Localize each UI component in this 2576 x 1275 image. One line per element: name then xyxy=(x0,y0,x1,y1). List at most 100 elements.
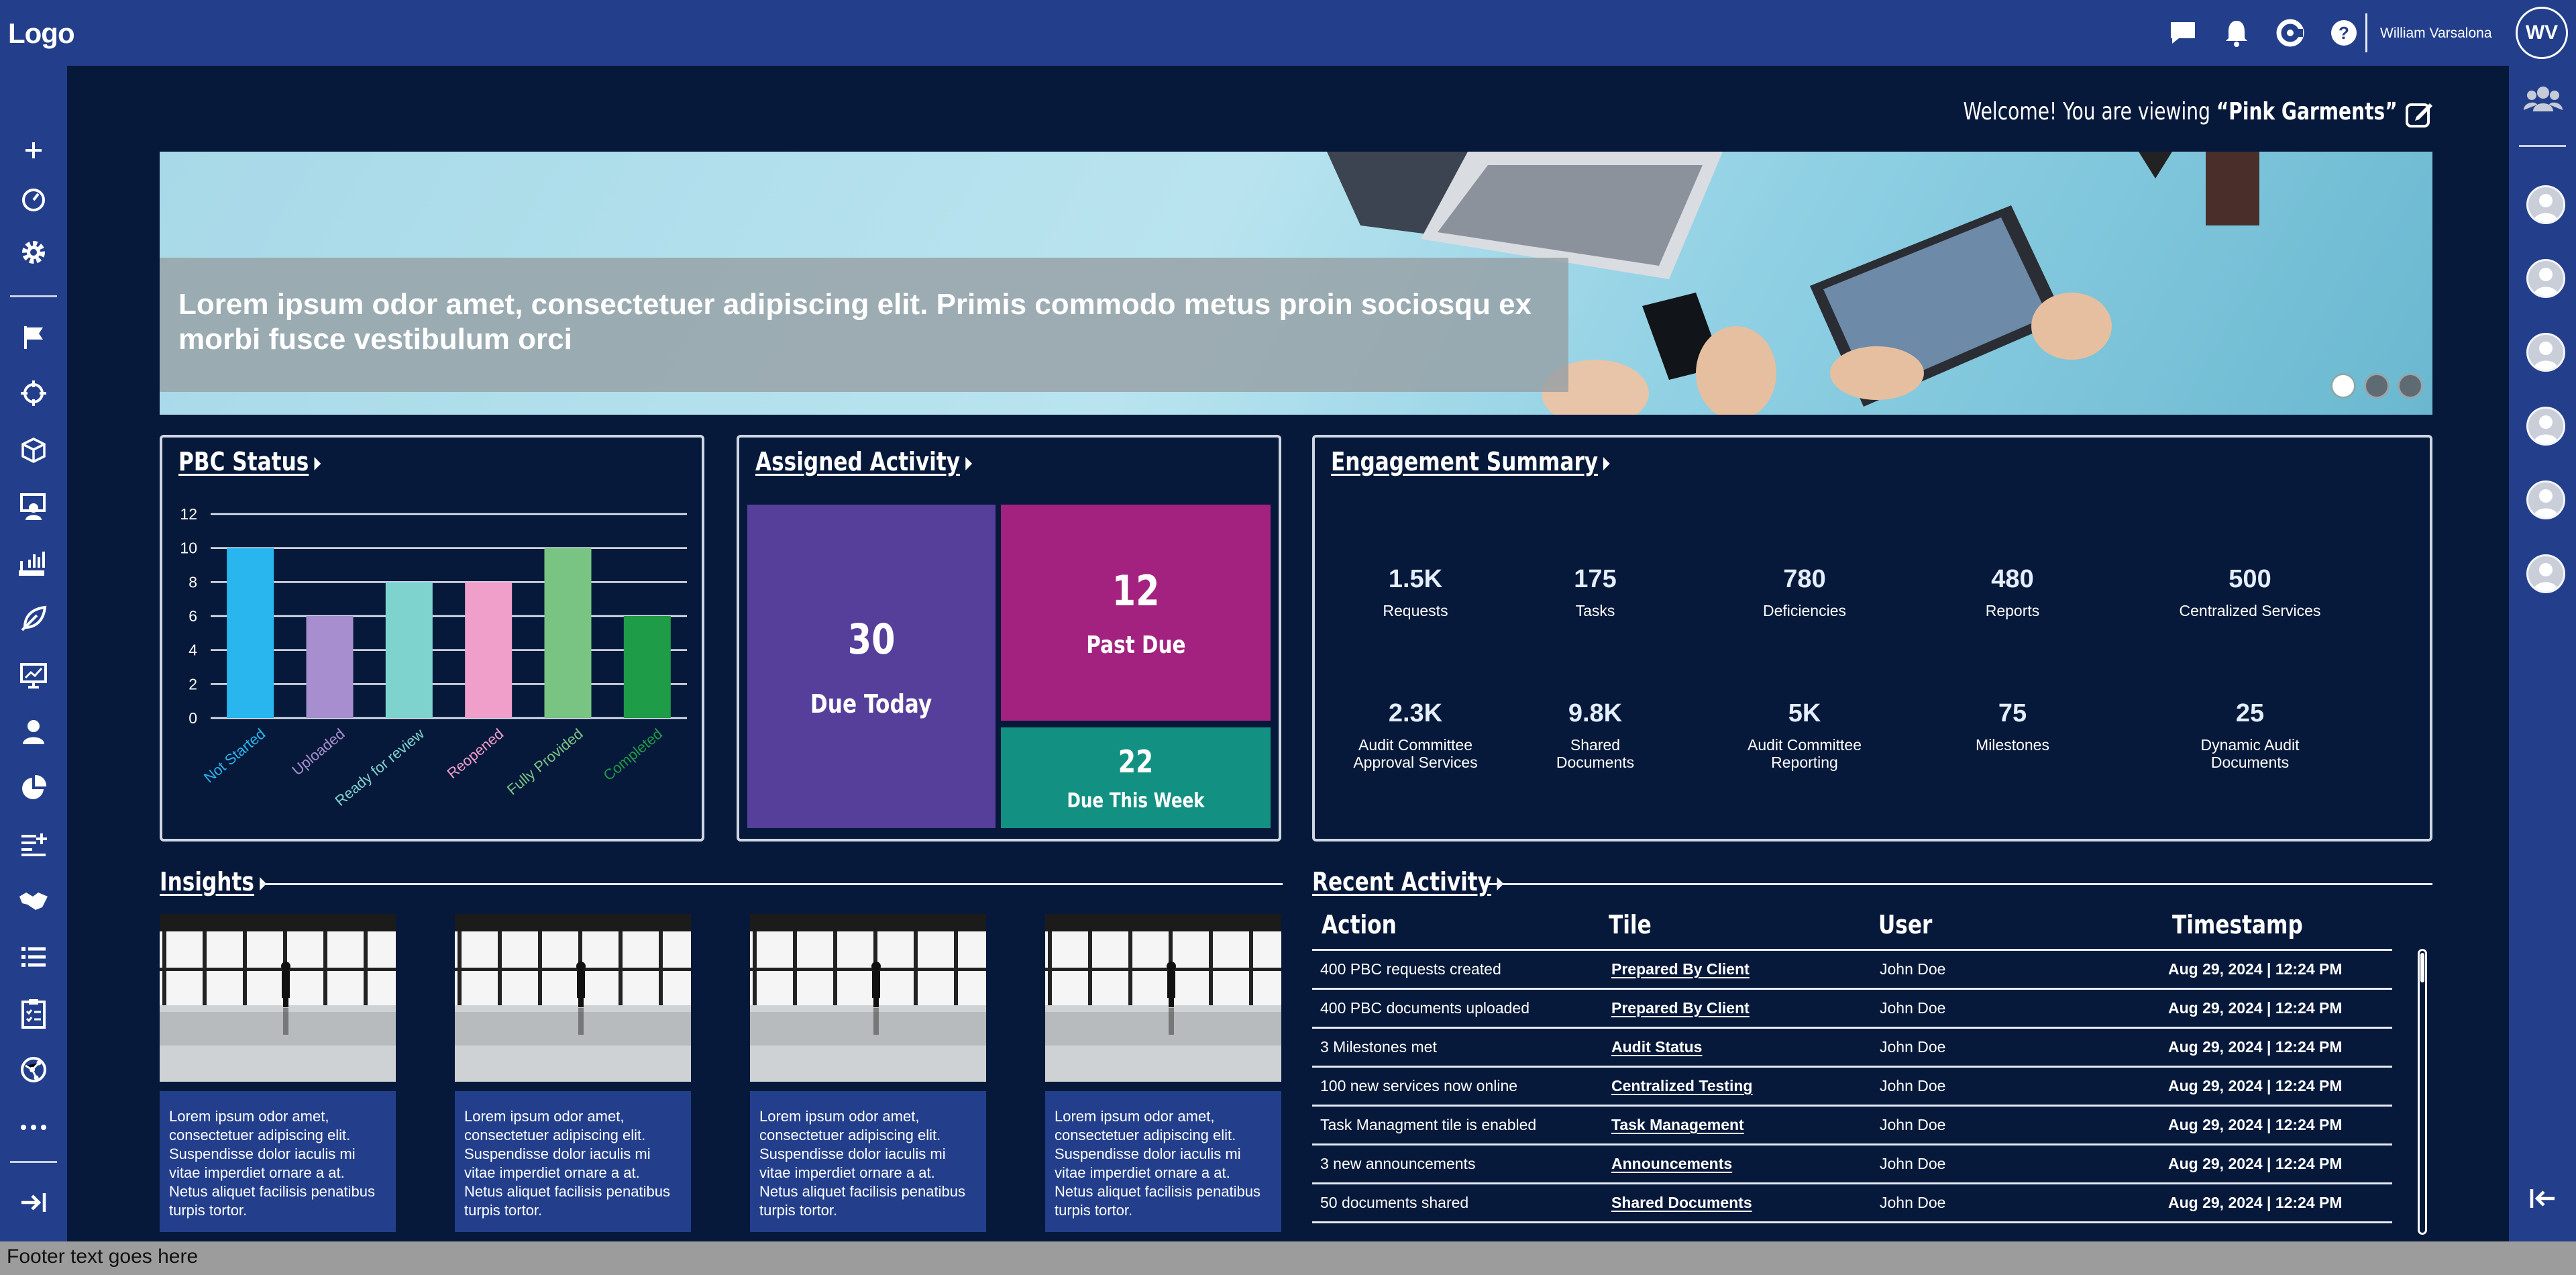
chart-hand-icon[interactable] xyxy=(0,542,67,582)
table-row[interactable]: 3 new announcements Announcements John Doe… xyxy=(1312,1143,2392,1182)
column-header-action[interactable]: Action xyxy=(1322,910,1397,939)
row-tile-link[interactable]: Prepared By Client xyxy=(1611,999,1750,1017)
table-scroll-thumb[interactable] xyxy=(2420,953,2424,982)
past-due-tile[interactable]: 12 Past Due xyxy=(1001,505,1271,721)
chat-icon[interactable] xyxy=(2167,17,2199,49)
table-row[interactable]: 100 new services now online Centralized T… xyxy=(1312,1066,2392,1105)
table-row[interactable]: 50 documents shared Shared Documents John … xyxy=(1312,1182,2392,1221)
collaborator-avatar[interactable] xyxy=(2526,333,2565,372)
table-scrollbar[interactable] xyxy=(2418,949,2427,1235)
row-user: John Doe xyxy=(1880,1194,1946,1211)
handshake-icon[interactable] xyxy=(0,880,67,921)
hero-banner[interactable]: Lorem ipsum odor amet, consectetuer adip… xyxy=(160,152,2432,415)
users-group-icon[interactable] xyxy=(2524,85,2563,117)
more-dots-icon[interactable] xyxy=(0,1107,67,1148)
row-timestamp: Aug 29, 2024 | 12:24 PM xyxy=(2168,960,2343,978)
row-tile-link[interactable]: Centralized Testing xyxy=(1611,1077,1753,1094)
insight-card-text[interactable]: Lorem ipsum odor amet, consectetuer adip… xyxy=(455,1091,691,1232)
table-row[interactable]: Task Managment tile is enabled Task Manag… xyxy=(1312,1105,2392,1143)
y-tick-label: 8 xyxy=(189,573,197,591)
column-header-timestamp[interactable]: Timestamp xyxy=(2172,910,2303,939)
user-monitor-icon[interactable] xyxy=(0,486,67,526)
list-icon[interactable] xyxy=(0,937,67,977)
bar-completed[interactable] xyxy=(623,616,671,718)
banner-caption: Lorem ipsum odor amet, consectetuer adip… xyxy=(160,258,1568,392)
table-row[interactable]: 400 PBC documents uploaded Prepared By Cl… xyxy=(1312,988,2392,1027)
assigned-activity-title[interactable]: Assigned Activity xyxy=(755,447,973,476)
collaborator-avatar[interactable] xyxy=(2526,259,2565,298)
bell-icon[interactable] xyxy=(2220,17,2253,49)
row-user: John Doe xyxy=(1880,1155,1946,1172)
bar-not-started[interactable] xyxy=(227,548,274,718)
row-tile-link[interactable]: Audit Status xyxy=(1611,1038,1703,1056)
row-action: 3 new announcements xyxy=(1320,1155,1476,1172)
collapse-left-icon[interactable] xyxy=(2528,1186,2557,1214)
insight-image[interactable] xyxy=(160,914,396,1082)
app-logo[interactable]: Logo xyxy=(8,17,75,49)
add-list-icon[interactable] xyxy=(0,824,67,864)
globe-network-icon[interactable] xyxy=(0,1050,67,1090)
row-user: John Doe xyxy=(1880,999,1946,1017)
row-tile-link[interactable]: Shared Documents xyxy=(1611,1194,1752,1211)
presentation-chart-icon[interactable] xyxy=(0,655,67,695)
insight-image[interactable] xyxy=(455,914,691,1082)
table-row[interactable]: 3 Milestones met Audit Status John Doe Aug … xyxy=(1312,1027,2392,1066)
clipboard-checklist-icon[interactable] xyxy=(0,993,67,1033)
row-tile-link[interactable]: Prepared By Client xyxy=(1611,960,1750,978)
bar-uploaded[interactable] xyxy=(306,616,354,718)
carousel-dot-1[interactable] xyxy=(2330,373,2356,399)
stat-dynamic-audit-documents[interactable]: 25 Dynamic Audit Documents xyxy=(2200,699,2300,771)
recent-activity-title[interactable]: Recent Activity xyxy=(1312,867,1504,897)
stat-audit-committee-reporting[interactable]: 5K Audit Committee Reporting xyxy=(1747,699,1862,771)
settings-gear-icon[interactable] xyxy=(0,232,67,272)
user-avatar[interactable]: WV xyxy=(2516,7,2568,59)
stat-requests[interactable]: 1.5K Requests xyxy=(1383,565,1448,619)
pie-chart-icon[interactable] xyxy=(0,768,67,808)
pbc-status-title[interactable]: PBC Status xyxy=(178,447,321,476)
engagement-summary-title[interactable]: Engagement Summary xyxy=(1331,447,1611,476)
brand-c-icon[interactable] xyxy=(2274,17,2306,49)
edit-client-icon[interactable] xyxy=(2404,99,2434,132)
table-row[interactable]: 400 PBC requests created Prepared By Clie… xyxy=(1312,949,2392,988)
stat-milestones[interactable]: 75 Milestones xyxy=(1976,699,2049,754)
collaborator-avatar[interactable] xyxy=(2526,554,2565,593)
crosshair-icon[interactable] xyxy=(0,373,67,413)
collaborator-avatar[interactable] xyxy=(2526,480,2565,519)
collaborator-avatar[interactable] xyxy=(2526,407,2565,446)
row-tile-link[interactable]: Task Management xyxy=(1611,1116,1744,1133)
column-header-tile[interactable]: Tile xyxy=(1609,910,1652,939)
insight-card-text[interactable]: Lorem ipsum odor amet, consectetuer adip… xyxy=(160,1091,396,1232)
engagement-summary-panel: Engagement Summary 1.5K Requests 175 Tasks… xyxy=(1312,435,2432,842)
stat-shared-documents[interactable]: 9.8K Shared Documents xyxy=(1556,699,1635,771)
due-this-week-tile[interactable]: 22 Due This Week xyxy=(1001,727,1271,828)
column-header-user[interactable]: User xyxy=(1878,910,1933,939)
bar-fully-provided[interactable] xyxy=(544,548,592,718)
insight-card-text[interactable]: Lorem ipsum odor amet, consectetuer adip… xyxy=(750,1091,986,1232)
stat-deficiencies[interactable]: 780 Deficiencies xyxy=(1763,565,1846,619)
user-name[interactable]: William Varsalona xyxy=(2380,26,2492,41)
stat-audit-committee-approval[interactable]: 2.3K Audit Committee Approval Services xyxy=(1353,699,1478,771)
stat-centralized-services[interactable]: 500 Centralized Services xyxy=(2179,565,2321,619)
user-icon[interactable] xyxy=(0,711,67,752)
stat-reports[interactable]: 480 Reports xyxy=(1985,565,2040,619)
svg-text:?: ? xyxy=(2339,23,2349,43)
due-today-tile[interactable]: 30 Due Today xyxy=(747,505,996,828)
carousel-dot-2[interactable] xyxy=(2364,373,2390,399)
insight-image[interactable] xyxy=(1045,914,1281,1082)
bar-reopened[interactable] xyxy=(465,582,513,718)
collapse-right-icon[interactable] xyxy=(0,1182,67,1223)
carousel-dot-3[interactable] xyxy=(2398,373,2423,399)
leaf-icon[interactable] xyxy=(0,599,67,639)
plus-icon[interactable] xyxy=(0,130,67,170)
help-icon[interactable]: ? xyxy=(2328,17,2360,49)
cube-icon[interactable] xyxy=(0,429,67,470)
collaborator-avatar[interactable] xyxy=(2526,185,2565,224)
insight-card-text[interactable]: Lorem ipsum odor amet, consectetuer adip… xyxy=(1045,1091,1281,1232)
row-tile-link[interactable]: Announcements xyxy=(1611,1155,1733,1172)
bar-ready-for-review[interactable] xyxy=(385,582,433,718)
insights-title[interactable]: Insights xyxy=(160,867,266,897)
dashboard-gauge-icon[interactable] xyxy=(0,178,67,219)
flag-icon[interactable] xyxy=(0,317,67,357)
stat-tasks[interactable]: 175 Tasks xyxy=(1574,565,1617,619)
insight-image[interactable] xyxy=(750,914,986,1082)
